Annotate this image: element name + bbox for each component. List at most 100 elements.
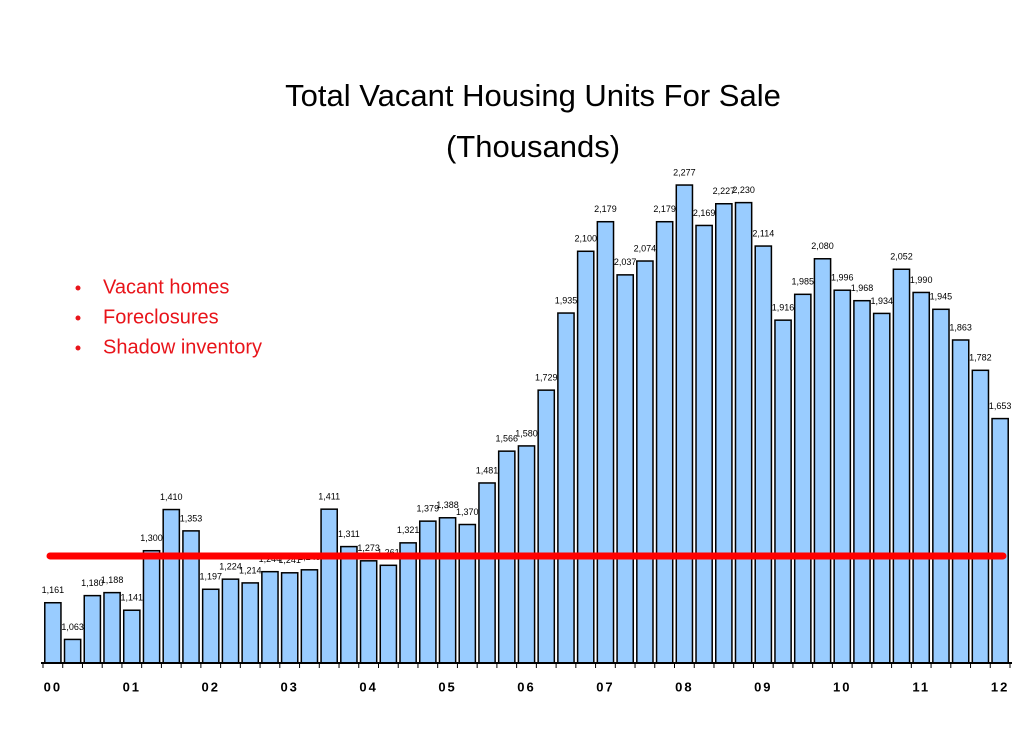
bar [359, 560, 378, 664]
bar [340, 545, 358, 664]
bar [774, 319, 792, 664]
data-label: 1,321 [397, 525, 420, 535]
data-label: 1,188 [101, 575, 124, 585]
bar [241, 582, 260, 664]
data-label: 1,180 [81, 578, 104, 588]
bar [892, 268, 911, 664]
x-tick-label: 09 [754, 679, 772, 694]
data-label: 1,063 [61, 622, 84, 632]
bar [122, 609, 141, 664]
bar [261, 570, 279, 664]
bar [932, 308, 950, 664]
data-label: 1,379 [417, 504, 440, 514]
data-label: 1,141 [121, 593, 144, 603]
data-label: 1,968 [851, 283, 874, 293]
bar [971, 369, 990, 664]
bar [300, 569, 319, 664]
x-tick-label: 10 [833, 679, 851, 694]
bullet [75, 315, 81, 321]
data-label: 2,052 [890, 252, 913, 262]
bar [576, 250, 595, 664]
x-tick-label: 06 [517, 679, 535, 694]
data-label: 1,863 [949, 322, 972, 332]
bar [636, 260, 654, 664]
x-tick-label: 02 [202, 679, 220, 694]
bar [853, 299, 871, 664]
data-label: 1,985 [792, 277, 815, 287]
bar [280, 572, 299, 664]
data-label: 1,653 [989, 401, 1012, 411]
bar [872, 312, 891, 664]
data-label: 1,311 [338, 529, 360, 539]
bar [596, 220, 615, 664]
data-label: 1,353 [180, 513, 203, 523]
bar [103, 591, 121, 664]
x-tick-label: 03 [280, 679, 298, 694]
bar [754, 245, 773, 664]
data-label: 1,729 [535, 373, 558, 383]
bar [793, 293, 812, 664]
data-label: 1,580 [515, 428, 538, 438]
bar [142, 549, 161, 664]
bar [715, 203, 733, 664]
data-label: 1,481 [476, 465, 499, 475]
bar [695, 224, 713, 664]
data-label: 1,273 [357, 543, 380, 553]
data-label: 1,224 [219, 562, 242, 572]
data-label: 1,934 [870, 296, 893, 306]
bar [616, 274, 635, 664]
data-label: 1,410 [160, 492, 183, 502]
bar [675, 184, 694, 664]
data-label: 2,100 [574, 234, 597, 244]
chart-title: (Thousands) [446, 129, 620, 164]
bar [83, 594, 102, 664]
bar [418, 520, 437, 664]
data-label: 1,300 [140, 533, 163, 543]
bar [557, 312, 575, 664]
x-tick-label: 00 [44, 679, 62, 694]
bar [63, 638, 82, 664]
bar [655, 220, 674, 664]
data-label: 1,161 [42, 585, 65, 595]
data-label: 1,197 [199, 572, 222, 582]
x-tick-label: 11 [912, 679, 930, 694]
bar [813, 258, 832, 664]
data-label: 2,277 [673, 167, 696, 177]
bar [162, 508, 181, 664]
bullet [75, 345, 81, 351]
x-tick-label: 08 [675, 679, 693, 694]
data-label: 2,179 [653, 204, 676, 214]
x-tick-label: 05 [438, 679, 456, 694]
bullet-list: Vacant homes Foreclosures Shadow invento… [75, 276, 262, 358]
data-label: 2,169 [693, 208, 716, 218]
x-tick-label: 04 [359, 679, 377, 694]
bar [912, 291, 931, 664]
bar [734, 201, 753, 664]
data-label: 1,241 [278, 555, 301, 565]
bar [951, 339, 970, 664]
bar [458, 523, 477, 664]
data-label: 1,566 [495, 434, 518, 444]
bullet-text: Vacant homes [103, 276, 229, 298]
bar [201, 588, 220, 664]
data-label: 1,935 [555, 295, 578, 305]
bar [44, 601, 62, 664]
data-label: 1,214 [239, 565, 262, 575]
data-label: 1,370 [456, 507, 479, 517]
x-tick-label: 12 [991, 679, 1009, 694]
x-tick-label: 07 [596, 679, 614, 694]
bar [438, 517, 457, 664]
data-label: 1,782 [969, 353, 992, 363]
bar [478, 482, 496, 664]
data-label: 1,945 [930, 292, 953, 302]
bullet-text: Foreclosures [103, 306, 219, 328]
bar [379, 564, 398, 664]
data-label: 2,080 [811, 241, 834, 251]
bar [991, 417, 1009, 664]
data-label: 2,227 [713, 186, 736, 196]
data-label: 1,996 [831, 273, 854, 283]
data-label: 1,916 [772, 303, 795, 313]
data-label: 1,388 [436, 500, 459, 510]
data-label: 2,179 [594, 204, 617, 214]
